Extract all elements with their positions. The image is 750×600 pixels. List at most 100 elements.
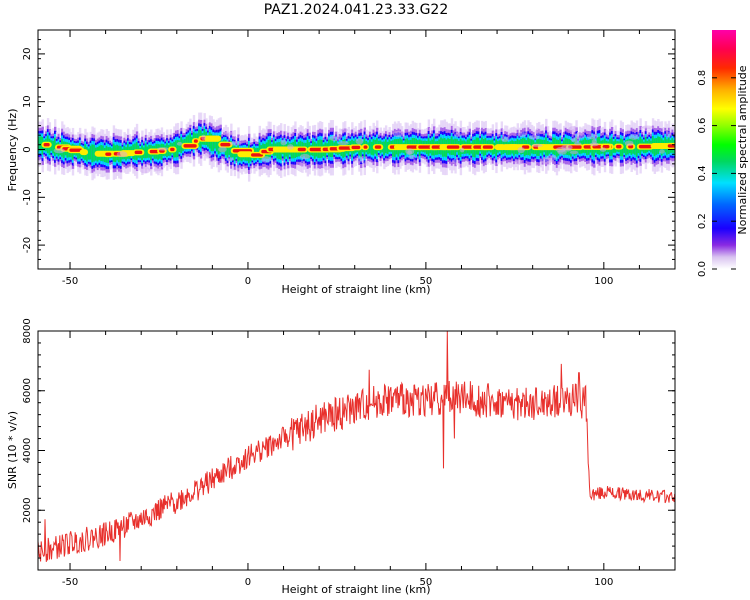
- spectrogram-noise-blob: [226, 157, 234, 162]
- spectrogram-noise-blob: [454, 132, 462, 137]
- spectrogram-peak-red: [482, 145, 493, 149]
- spectrogram-cell: [93, 144, 96, 162]
- spectrogram-peak-red: [149, 149, 159, 154]
- spectrogram-noise-blob: [514, 159, 523, 165]
- spectrogram-cell: [383, 141, 386, 156]
- colorbar-tick-label: 0.6: [697, 118, 708, 134]
- spectrogram-cell: [50, 140, 53, 151]
- spectrogram-noise-blob: [176, 141, 183, 146]
- colorbar-tick-label: 0.4: [697, 165, 708, 181]
- spectrogram-peak-red: [43, 143, 50, 147]
- spectrogram-cell: [38, 136, 41, 152]
- snr-panel: -50 0 50 100 2000 4000 6000 8000 Height of stra…: [6, 318, 676, 596]
- spectrogram-noise-blob: [568, 126, 578, 133]
- spectrogram-peak-yellow: [237, 151, 253, 158]
- spectrogram-noise-blob: [116, 151, 128, 158]
- spectrogram-noise-blob: [408, 154, 416, 160]
- spectrogram-noise-blob: [500, 136, 510, 142]
- spectrogram-noise-blob: [78, 133, 85, 138]
- spectrogram-cell: [39, 136, 43, 151]
- spectrogram-peak-red: [616, 144, 622, 149]
- spectrogram-peak-red: [220, 142, 231, 147]
- spectrogram-cell: [368, 139, 372, 154]
- spectrogram-noise-blob: [223, 131, 234, 137]
- spectrogram-ytick-label: -20: [22, 237, 33, 253]
- spectrogram-noise-blob: [329, 135, 342, 142]
- spectrogram-peak-red: [446, 145, 460, 149]
- spectrogram-noise-blob: [628, 133, 640, 140]
- spectrogram-peak-yellow: [79, 149, 89, 156]
- spectrogram-cell: [178, 140, 181, 153]
- spectrogram-noise-blob: [355, 138, 364, 145]
- spectrogram-noise-blob: [218, 146, 227, 153]
- colorbar-tick-label: 0.8: [697, 70, 708, 86]
- spectrogram-panel: -50 0 50 100 -20 -10 0 10 20 Height of straight …: [6, 29, 676, 296]
- spectrogram-cell: [187, 135, 190, 149]
- spectrogram-xtick-label: 0: [245, 276, 251, 287]
- spectrogram-noise-blob: [357, 156, 363, 163]
- spectrogram-noise-blob: [574, 132, 586, 139]
- spectrogram-noise-blob: [299, 153, 311, 160]
- spectrogram-ylabel: Frequency (Hz): [6, 109, 19, 192]
- spectrogram-peak-red: [363, 145, 368, 149]
- spectrogram-cell: [226, 142, 229, 158]
- spectrogram-noise-blob: [586, 133, 599, 140]
- spectrogram-noise-blob: [659, 149, 665, 154]
- spectrogram-plot-area: [38, 112, 675, 182]
- spectrogram-cell: [52, 140, 55, 154]
- snr-xtick-label: 100: [594, 577, 613, 588]
- spectrogram-peak-red: [69, 148, 83, 152]
- spectrogram-noise-blob: [570, 137, 581, 143]
- spectrogram-peak-red: [297, 147, 306, 152]
- colorbar-tick-label: 0.0: [697, 261, 708, 277]
- spectrogram-cell: [228, 144, 231, 155]
- spectrogram-noise-blob: [229, 141, 242, 146]
- snr-xlabel: Height of straight line (km): [281, 583, 430, 596]
- spectrogram-cell: [176, 140, 180, 158]
- spectrogram-noise-blob: [517, 131, 527, 137]
- spectrogram-cell: [89, 145, 92, 160]
- spectrogram-peak-red: [461, 145, 474, 149]
- spectrogram-noise-blob: [287, 144, 294, 150]
- colorbar-label: Normalized spectral amplitude: [736, 65, 749, 234]
- spectrogram-noise-blob: [459, 147, 465, 153]
- spectrogram-xtick-label: -50: [62, 276, 78, 287]
- snr-ytick-label: 6000: [22, 378, 33, 403]
- snr-series-line: [38, 331, 675, 562]
- spectrogram-noise-blob: [340, 128, 349, 133]
- spectrogram-noise-blob: [392, 130, 405, 138]
- spectrogram-xlabel: Height of straight line (km): [281, 283, 430, 296]
- spectrogram-noise-blob: [204, 152, 212, 157]
- spectrogram-noise-blob: [555, 146, 566, 153]
- snr-ytick-label: 2000: [22, 498, 33, 523]
- spectrogram-cell: [212, 135, 215, 152]
- spectrogram-peak-red: [134, 150, 143, 155]
- spectrogram-cell: [91, 144, 94, 163]
- spectrogram-cell: [87, 148, 91, 160]
- spectrogram-peak-red: [638, 144, 652, 149]
- snr-xtick-label: 50: [420, 577, 433, 588]
- snr-ylabel: SNR (10 * v/v): [6, 411, 19, 489]
- spectrogram-noise-blob: [261, 156, 271, 163]
- spectrogram-noise-blob: [53, 148, 65, 154]
- spectrogram-cell: [189, 133, 192, 149]
- spectrogram-noise-blob: [139, 166, 151, 174]
- spectrogram-noise-blob: [535, 128, 541, 135]
- spectrogram-noise-blob: [407, 150, 412, 155]
- colorbar: 0.0 0.2 0.4 0.6 0.8 Normalized spectral ampl…: [697, 30, 749, 277]
- spectrogram-noise-blob: [451, 159, 457, 164]
- spectrogram-noise-blob: [528, 134, 540, 140]
- spectrogram-noise-blob: [641, 125, 654, 130]
- snr-xtick-label: 0: [245, 577, 251, 588]
- spectrogram-peak-yellow: [204, 135, 222, 142]
- spectrogram-cell: [166, 143, 169, 157]
- spectrogram-noise-blob: [337, 141, 349, 146]
- spectrogram-noise-blob: [153, 167, 162, 172]
- spectrogram-noise-blob: [234, 164, 241, 171]
- spectrogram-cell: [493, 142, 496, 155]
- spectrogram-noise-blob: [323, 165, 330, 171]
- spectrogram-peak-red: [170, 147, 175, 152]
- spectrogram-noise-blob: [364, 160, 369, 166]
- spectrogram-ytick-label: 0: [22, 146, 33, 152]
